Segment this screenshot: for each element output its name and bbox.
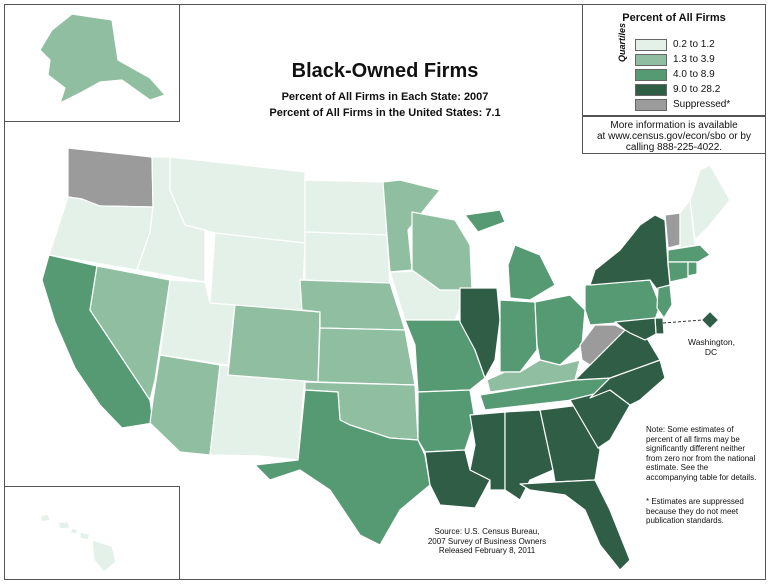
state-maine (689, 164, 731, 241)
legend-label-q4: 9.0 to 28.2 (673, 84, 721, 95)
legend-swatch-q3 (635, 68, 667, 81)
info-line-3: calling 888-225-4022. (625, 142, 723, 153)
legend-label-q3: 4.0 to 8.9 (673, 69, 715, 80)
state-minnesota (382, 179, 441, 273)
state-louisiana (424, 449, 491, 509)
state-florida (519, 479, 631, 571)
state-north-dakota (304, 179, 388, 236)
state-kansas (317, 327, 416, 386)
source-line-1: Source: U.S. Census Bureau, (434, 527, 540, 536)
state-vermont (664, 212, 681, 249)
legend-swatch-q4 (635, 83, 667, 96)
state-indiana (499, 299, 538, 373)
state-new-jersey (656, 284, 673, 319)
dc-marker (700, 310, 720, 330)
state-maryland (614, 317, 657, 341)
source-note: Source: U.S. Census Bureau, 2007 Survey … (412, 527, 562, 556)
state-illinois (459, 287, 501, 379)
state-texas (254, 389, 431, 546)
note-text: Note: Some estimates of percent of all f… (646, 425, 757, 482)
subtitle-state: Percent of All Firms in Each State: 2007 (281, 91, 489, 103)
legend-label-q1: 0.2 to 1.2 (673, 39, 715, 50)
legend-item-q3: 4.0 to 8.9 (635, 68, 715, 81)
legend-title: Percent of All Firms (622, 12, 726, 24)
dc-leader-line (662, 319, 704, 324)
legend-label-q2: 1.3 to 3.9 (673, 54, 715, 65)
great-lakes (478, 222, 515, 298)
source-line-3: Released February 8, 2011 (438, 546, 536, 555)
state-rhode-island (687, 261, 698, 277)
dc-label: Washington, DC (688, 337, 735, 357)
dc-label-line-2: DC (704, 347, 718, 357)
subtitle-us: Percent of All Firms in the United State… (269, 107, 501, 119)
map-title: Black-Owned Firms (291, 60, 479, 82)
legend-item-suppressed: Suppressed* (635, 98, 730, 111)
state-west-virginia (579, 324, 626, 366)
legend-swatch-q2 (635, 53, 667, 66)
state-arizona (149, 354, 221, 456)
info-line-1: More information is available (610, 120, 738, 131)
state-arkansas (417, 389, 476, 453)
source-line-2: 2007 Survey of Business Owners (427, 536, 547, 546)
legend-swatch-q1 (635, 38, 667, 51)
legend: Percent of All Firms (582, 4, 766, 116)
legend-swatch-suppressed (635, 98, 667, 111)
title-block: Black-Owned Firms Percent of All Firms i… (250, 60, 520, 121)
legend-item-q2: 1.3 to 3.9 (635, 53, 715, 66)
state-south-dakota (304, 231, 391, 286)
state-colorado (227, 304, 321, 383)
dc-label-line-1: Washington, (688, 337, 735, 347)
info-line-2: at www.census.gov/econ/sbo or by (597, 131, 751, 142)
state-nevada (89, 265, 171, 401)
legend-item-q4: 9.0 to 28.2 (635, 83, 720, 96)
state-connecticut (667, 261, 689, 283)
state-washington (67, 147, 154, 208)
state-kentucky (486, 359, 581, 393)
state-alaska (39, 13, 166, 104)
hawaii-inset-box (4, 486, 180, 580)
state-ohio (534, 294, 586, 366)
legend-item-q1: 0.2 to 1.2 (635, 38, 715, 51)
info-box: More information is available at www.cen… (582, 116, 766, 154)
state-wyoming (209, 232, 306, 313)
state-massachusetts (667, 244, 711, 263)
legend-axis-label: Quartiles (617, 22, 627, 62)
state-hawaii (39, 513, 117, 573)
legend-label-suppressed: Suppressed* (673, 99, 731, 110)
suppressed-note-text: * Estimates are suppressed because they … (646, 497, 744, 525)
